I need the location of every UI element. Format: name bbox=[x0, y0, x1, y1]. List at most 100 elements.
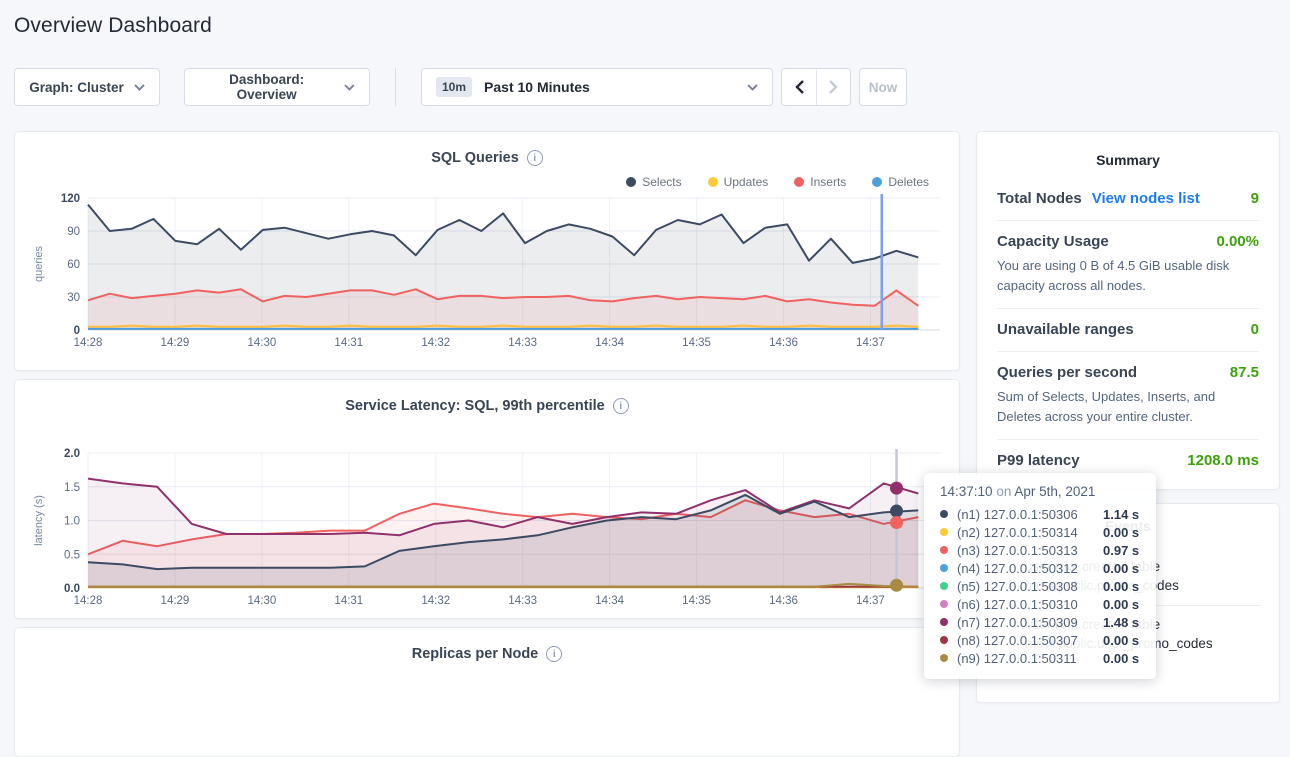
summary-value: 1208.0 ms bbox=[1187, 452, 1259, 469]
summary-value: 9 bbox=[1250, 190, 1259, 207]
y-tick-label: 0 bbox=[74, 325, 80, 337]
hover-point bbox=[890, 504, 904, 518]
series-area bbox=[88, 500, 919, 588]
legend-label: Deletes bbox=[888, 175, 929, 189]
tooltip-time: 14:37:10 bbox=[940, 484, 993, 499]
x-tick-label: 14:28 bbox=[74, 595, 103, 607]
node-address: (n3) 127.0.0.1:50313 bbox=[957, 542, 1078, 558]
tooltip-row: (n3) 127.0.0.1:50313 0.97 s bbox=[940, 541, 1142, 559]
node-address: (n9) 127.0.0.1:50311 bbox=[957, 650, 1077, 666]
latency-value: 0.00 s bbox=[1103, 578, 1140, 594]
summary-label: Total Nodes bbox=[997, 190, 1082, 207]
y-tick-label: 1.0 bbox=[64, 516, 80, 528]
info-icon[interactable]: i bbox=[612, 398, 629, 414]
latency-value: 0.00 s bbox=[1103, 596, 1140, 612]
summary-row-total-nodes: Total Nodes View nodes list 9 bbox=[997, 178, 1259, 221]
toolbar: Graph: Cluster Dashboard: Overview 10m P… bbox=[14, 68, 907, 106]
now-button-label: Now bbox=[868, 79, 898, 95]
summary-value: 0 bbox=[1250, 321, 1259, 338]
chevron-left-icon bbox=[794, 80, 804, 94]
tooltip-rows: (n1) 127.0.0.1:50306 1.14 s (n2) 127.0.0.1… bbox=[940, 505, 1142, 667]
chart-title: Service Latency: SQL, 99th percentile bbox=[345, 398, 605, 414]
node-address: (n6) 127.0.0.1:50310 bbox=[957, 596, 1078, 612]
series-line bbox=[87, 288, 919, 307]
dashboard-dropdown[interactable]: Dashboard: Overview bbox=[184, 68, 370, 106]
node-address: (n2) 127.0.0.1:50314 bbox=[957, 524, 1078, 540]
series-line bbox=[87, 477, 919, 537]
now-button[interactable]: Now bbox=[859, 68, 907, 106]
node-address: (n1) 127.0.0.1:50306 bbox=[957, 506, 1078, 522]
chevron-down-icon bbox=[344, 83, 355, 91]
service-latency-chart-card: Service Latency: SQL, 99th percentile i … bbox=[14, 379, 960, 619]
time-back-button[interactable] bbox=[782, 69, 816, 105]
series-line bbox=[88, 324, 919, 328]
x-tick-label: 14:30 bbox=[247, 595, 276, 607]
legend-label: Selects bbox=[642, 175, 682, 189]
x-tick-label: 14:35 bbox=[682, 337, 711, 349]
chart-title: SQL Queries bbox=[431, 150, 519, 166]
graph-dropdown-label: Graph: Cluster bbox=[29, 79, 124, 95]
y-tick-label: 1.5 bbox=[64, 482, 80, 494]
service-latency-chart[interactable]: 0.0 0.5 1.0 1.5 2.0 14:28 14:29 14:30 14:31 14:32… bbox=[30, 438, 944, 614]
series-dot-icon bbox=[940, 636, 948, 644]
x-tick-label: 14:37 bbox=[856, 337, 885, 349]
info-icon[interactable]: i bbox=[546, 646, 563, 662]
hover-point bbox=[890, 578, 904, 592]
view-nodes-list-link[interactable]: View nodes list bbox=[1091, 190, 1200, 207]
time-forward-button[interactable] bbox=[816, 69, 850, 105]
sql-queries-chart-card: SQL Queries i Selects Updates Inserts Delet… bbox=[14, 131, 960, 371]
series-area bbox=[88, 478, 919, 588]
series-dot-icon bbox=[940, 564, 948, 572]
latency-value: 0.00 s bbox=[1103, 632, 1140, 648]
tooltip-row: (n6) 127.0.0.1:50310 0.00 s bbox=[940, 595, 1142, 613]
summary-label: Unavailable ranges bbox=[997, 321, 1134, 338]
x-tick-label: 14:28 bbox=[74, 337, 103, 349]
latency-value: 1.14 s bbox=[1103, 506, 1140, 522]
node-address: (n7) 127.0.0.1:50309 bbox=[957, 614, 1078, 630]
summary-value: 0.00% bbox=[1216, 233, 1259, 250]
info-icon[interactable]: i bbox=[526, 150, 543, 166]
hover-point bbox=[890, 481, 904, 495]
hover-point bbox=[890, 516, 904, 530]
time-range-selector[interactable]: 10m Past 10 Minutes bbox=[421, 68, 773, 106]
latency-value: 1.48 s bbox=[1103, 614, 1140, 630]
legend-item[interactable]: Selects bbox=[626, 174, 682, 190]
summary-row-capacity-usage: Capacity Usage 0.00% You are using 0 B o… bbox=[997, 221, 1259, 309]
series-dot-icon bbox=[940, 510, 948, 518]
series-area bbox=[88, 289, 919, 330]
latency-value: 0.00 s bbox=[1103, 560, 1140, 576]
toolbar-divider bbox=[395, 68, 396, 106]
time-range-badge: 10m bbox=[436, 77, 473, 97]
chart-header: Replicas per Node i bbox=[15, 628, 959, 662]
y-tick-label: 90 bbox=[67, 226, 80, 238]
y-tick-label: 120 bbox=[61, 193, 80, 205]
summary-panel: Summary Total Nodes View nodes list 9 Ca… bbox=[976, 131, 1280, 490]
tooltip-row: (n2) 127.0.0.1:50314 0.00 s bbox=[940, 523, 1142, 541]
series-line bbox=[87, 493, 919, 571]
legend-item[interactable]: Deletes bbox=[872, 174, 929, 190]
tooltip-timestamp: 14:37:10 on Apr 5th, 2021 bbox=[940, 484, 1142, 505]
x-tick-label: 14:37 bbox=[856, 595, 885, 607]
x-tick-label: 14:33 bbox=[508, 595, 537, 607]
chart-hover-tooltip: 14:37:10 on Apr 5th, 2021 (n1) 127.0.0.1… bbox=[924, 473, 1156, 679]
chart-legend: Selects Updates Inserts Deletes bbox=[15, 166, 959, 190]
summary-label: Queries per second bbox=[997, 364, 1138, 381]
sql-queries-chart[interactable]: 0 30 60 90 120 14:28 14:29 14:30 14:31 14:32 14:33… bbox=[30, 190, 944, 352]
legend-item[interactable]: Inserts bbox=[794, 174, 846, 190]
page-title: Overview Dashboard bbox=[14, 14, 212, 37]
tooltip-row: (n1) 127.0.0.1:50306 1.14 s bbox=[940, 505, 1142, 523]
summary-value: 87.5 bbox=[1229, 364, 1259, 381]
legend-dot-icon bbox=[707, 177, 718, 187]
tooltip-date: Apr 5th, 2021 bbox=[1014, 484, 1096, 499]
y-axis-unit-label: queries bbox=[33, 245, 45, 282]
tooltip-row: (n5) 127.0.0.1:50308 0.00 s bbox=[940, 577, 1142, 595]
graph-dropdown[interactable]: Graph: Cluster bbox=[14, 68, 160, 106]
chevron-down-icon bbox=[134, 83, 145, 91]
legend-item[interactable]: Updates bbox=[707, 174, 768, 190]
x-tick-label: 14:36 bbox=[769, 337, 798, 349]
overview-dashboard-page: Overview Dashboard Graph: Cluster Dashbo… bbox=[14, 14, 1280, 757]
dashboard-dropdown-label: Dashboard: Overview bbox=[229, 72, 305, 102]
chart-title: Replicas per Node bbox=[411, 646, 539, 662]
latency-value: 0.97 s bbox=[1103, 542, 1140, 558]
summary-label: Capacity Usage bbox=[997, 233, 1109, 250]
